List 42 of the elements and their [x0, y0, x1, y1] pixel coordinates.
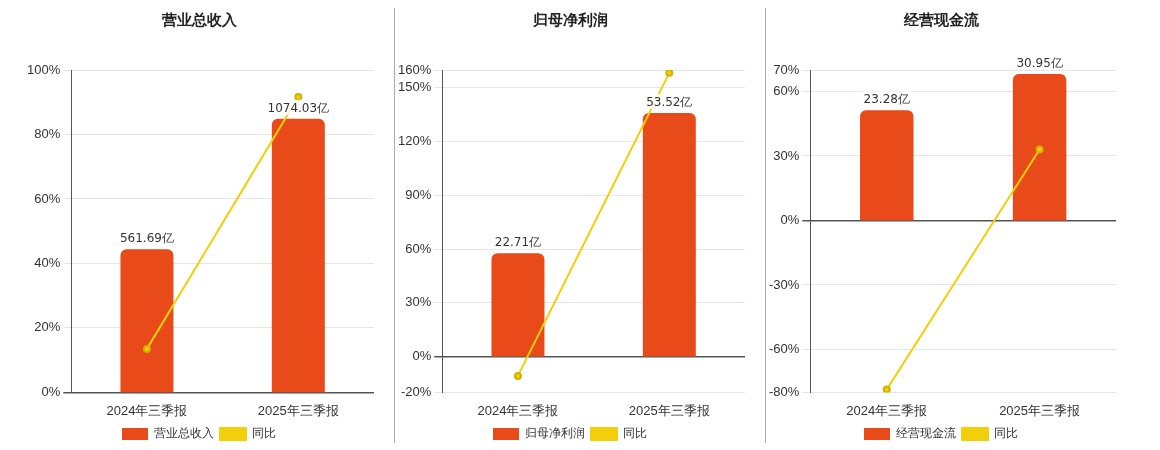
y-tick-label: 150% — [398, 79, 432, 95]
y-tick-label: 0% — [412, 348, 432, 364]
y-tick-label: 90% — [405, 186, 432, 202]
legend-label: 同比 — [252, 426, 276, 441]
chart-title: 营业总收入 — [160, 10, 238, 29]
chart-title: 归母净利润 — [531, 10, 608, 29]
y-tick-label: 60% — [34, 190, 61, 206]
y-tick-label: 40% — [34, 255, 61, 271]
x-tick-label: 2024年三季报 — [846, 402, 928, 418]
x-tick-label: 2025年三季报 — [628, 402, 710, 418]
legend-label: 同比 — [623, 426, 647, 441]
chart-title: 经营现金流 — [902, 10, 980, 29]
y-tick-label: 30% — [405, 294, 432, 310]
y-tick-label: -30% — [768, 276, 800, 292]
y-tick-label: 0% — [780, 212, 800, 228]
legend-label: 同比 — [994, 426, 1018, 441]
y-tick-label: 60% — [405, 240, 432, 256]
data-label: 53.52亿 — [646, 95, 693, 110]
data-label: 30.95亿 — [1016, 56, 1063, 71]
y-tick-label: -60% — [768, 340, 800, 356]
legend-label: 营业总收入 — [154, 426, 214, 441]
y-tick-label: -20% — [400, 383, 432, 399]
y-tick-label: 120% — [398, 133, 432, 149]
data-label: 1074.03亿 — [267, 100, 330, 115]
data-label: 561.69亿 — [119, 231, 174, 246]
x-tick-label: 2024年三季报 — [477, 402, 559, 418]
y-tick-label: -80% — [768, 383, 800, 399]
data-label: 22.71亿 — [494, 235, 542, 250]
y-tick-label: 60% — [773, 83, 800, 99]
x-tick-label: 2025年三季报 — [999, 402, 1081, 418]
y-tick-label: 80% — [34, 126, 61, 142]
x-tick-label: 2025年三季报 — [257, 402, 339, 418]
legend-label: 归母净利润 — [525, 426, 585, 441]
y-tick-label: 0% — [41, 383, 61, 399]
y-tick-label: 30% — [773, 147, 800, 163]
y-tick-label: 20% — [34, 319, 61, 335]
x-tick-label: 2024年三季报 — [106, 402, 188, 418]
y-tick-label: 100% — [27, 61, 61, 77]
y-tick-label: 70% — [773, 61, 800, 77]
data-label: 23.28亿 — [863, 92, 910, 107]
y-tick-label: 160% — [398, 61, 432, 77]
legend-label: 经营现金流 — [896, 426, 956, 441]
